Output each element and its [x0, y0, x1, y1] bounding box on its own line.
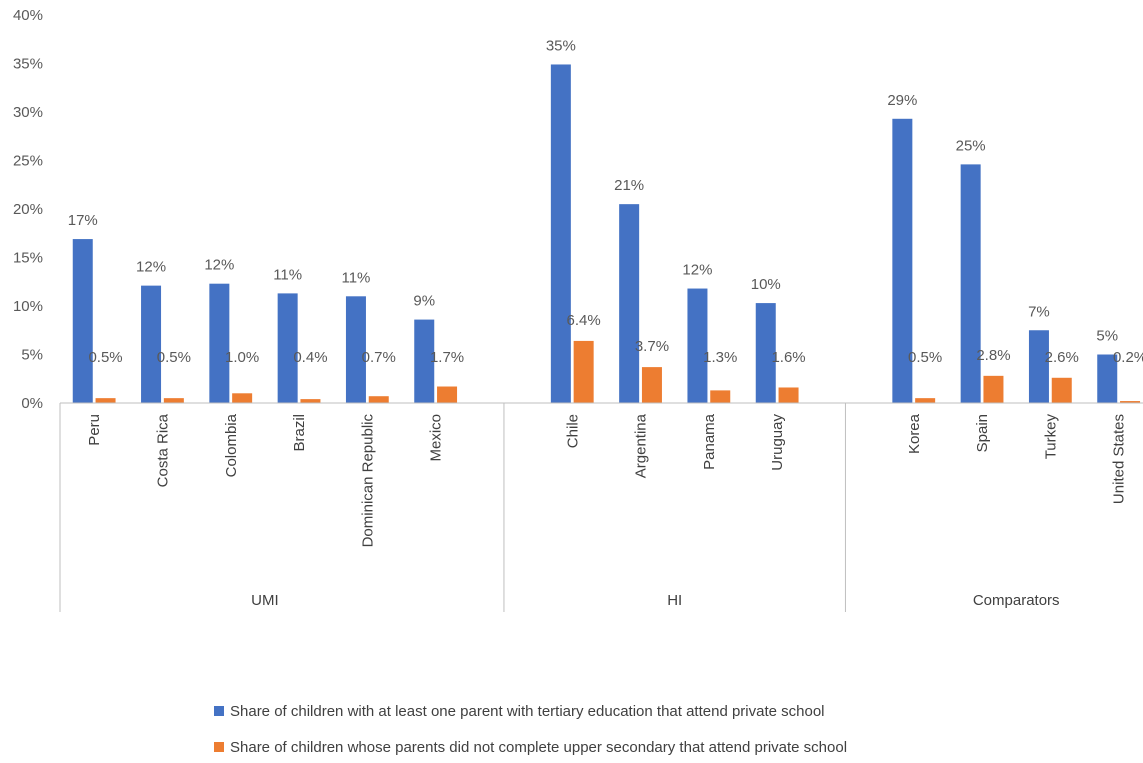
x-axis: Peru Costa Rica Colombia Brazil Dominican Re…	[59, 402, 1143, 612]
bar-below-secondary	[1120, 401, 1141, 403]
bars	[72, 64, 1141, 403]
y-tick-label: 15%	[13, 250, 43, 267]
data-label: 2.8%	[976, 347, 1010, 364]
bar-below-secondary	[710, 390, 731, 403]
y-axis: 0% 5% 10% 15% 20% 25% 30% 35% 40%	[13, 7, 43, 412]
y-tick-label: 30%	[13, 104, 43, 121]
data-label: 21%	[614, 177, 644, 194]
legend-swatch	[214, 742, 224, 752]
data-label: 7%	[1028, 303, 1050, 320]
bar-below-secondary	[573, 340, 594, 403]
y-tick-label: 40%	[13, 7, 43, 24]
data-label: 5%	[1096, 328, 1118, 345]
bar-below-secondary	[778, 387, 799, 403]
bar-below-secondary	[300, 399, 321, 403]
bar-below-secondary	[232, 393, 253, 403]
bar-below-secondary	[641, 367, 662, 403]
bar-tertiary	[209, 283, 230, 403]
bar-tertiary	[755, 303, 776, 403]
category-label: Uruguay	[769, 414, 786, 471]
y-tick-label: 35%	[13, 56, 43, 73]
category-label: Brazil	[291, 414, 308, 452]
data-label: 0.7%	[362, 349, 396, 366]
bar-tertiary	[414, 319, 435, 403]
category-label: Mexico	[428, 414, 445, 462]
data-label: 25%	[956, 137, 986, 154]
category-label: Colombia	[223, 413, 240, 477]
category-label: Spain	[974, 414, 991, 452]
y-tick-label: 0%	[21, 395, 43, 412]
bar-tertiary	[687, 288, 708, 403]
category-label: Peru	[86, 414, 103, 446]
legend-swatch	[214, 706, 224, 716]
bar-below-secondary	[1051, 377, 1072, 403]
y-tick-label: 10%	[13, 298, 43, 315]
bar-tertiary	[141, 285, 162, 403]
data-label: 1.3%	[703, 349, 737, 366]
data-label: 10%	[751, 276, 781, 293]
data-label: 0.5%	[88, 349, 122, 366]
data-labels: 17% 0.5% 12% 0.5% 12% 1.0% 11% 0.4% 11% 0.7% 9% 1.7…	[68, 37, 1143, 365]
data-label: 29%	[887, 92, 917, 109]
bar-below-secondary	[95, 398, 116, 403]
data-label: 12%	[682, 262, 712, 279]
category-label: United States	[1111, 414, 1128, 504]
data-label: 12%	[136, 259, 166, 276]
data-label: 11%	[273, 266, 302, 283]
data-label: 6.4%	[567, 312, 601, 329]
group-label: Comparators	[973, 592, 1060, 609]
data-label: 1.7%	[430, 349, 464, 366]
bar-tertiary	[72, 239, 93, 403]
bar-tertiary	[619, 204, 640, 403]
legend-label: Share of children whose parents did not …	[230, 739, 847, 756]
data-label: 9%	[413, 293, 435, 310]
y-tick-label: 20%	[13, 201, 43, 218]
data-label: 0.5%	[908, 349, 942, 366]
data-label: 0.5%	[157, 349, 191, 366]
group-label: HI	[667, 592, 682, 609]
data-label: 11%	[341, 269, 370, 286]
bar-tertiary	[892, 118, 913, 403]
data-label: 2.6%	[1045, 349, 1079, 366]
bar-below-secondary	[368, 396, 389, 403]
bar-tertiary	[345, 296, 366, 403]
bar-below-secondary	[437, 386, 458, 403]
bar-tertiary	[1097, 354, 1118, 403]
bar-tertiary	[1028, 330, 1049, 403]
data-label: 35%	[546, 37, 576, 54]
bar-tertiary	[550, 64, 571, 403]
data-label: 17%	[68, 212, 98, 229]
legend-label: Share of children with at least one pare…	[230, 703, 825, 720]
bar-below-secondary	[915, 398, 936, 403]
legend: Share of children with at least one pare…	[214, 703, 847, 756]
category-label: Costa Rica	[154, 413, 171, 487]
data-label: 0.2%	[1113, 349, 1143, 366]
data-label: 0.4%	[293, 349, 327, 366]
category-label: Argentina	[633, 413, 650, 478]
category-label: Chile	[564, 414, 581, 448]
y-tick-label: 5%	[21, 347, 43, 364]
data-label: 1.6%	[771, 349, 805, 366]
bar-below-secondary	[163, 398, 184, 403]
group-label: UMI	[251, 592, 279, 609]
y-tick-label: 25%	[13, 153, 43, 170]
category-label: Turkey	[1042, 414, 1059, 460]
category-label: Dominican Republic	[359, 414, 376, 548]
data-label: 1.0%	[225, 349, 259, 366]
bar-tertiary	[277, 293, 298, 403]
category-label: Korea	[906, 413, 923, 454]
data-label: 12%	[204, 257, 234, 274]
category-label: Panama	[701, 413, 718, 470]
bar-below-secondary	[983, 375, 1004, 403]
data-label: 3.7%	[635, 338, 669, 355]
bar-tertiary	[960, 164, 981, 403]
